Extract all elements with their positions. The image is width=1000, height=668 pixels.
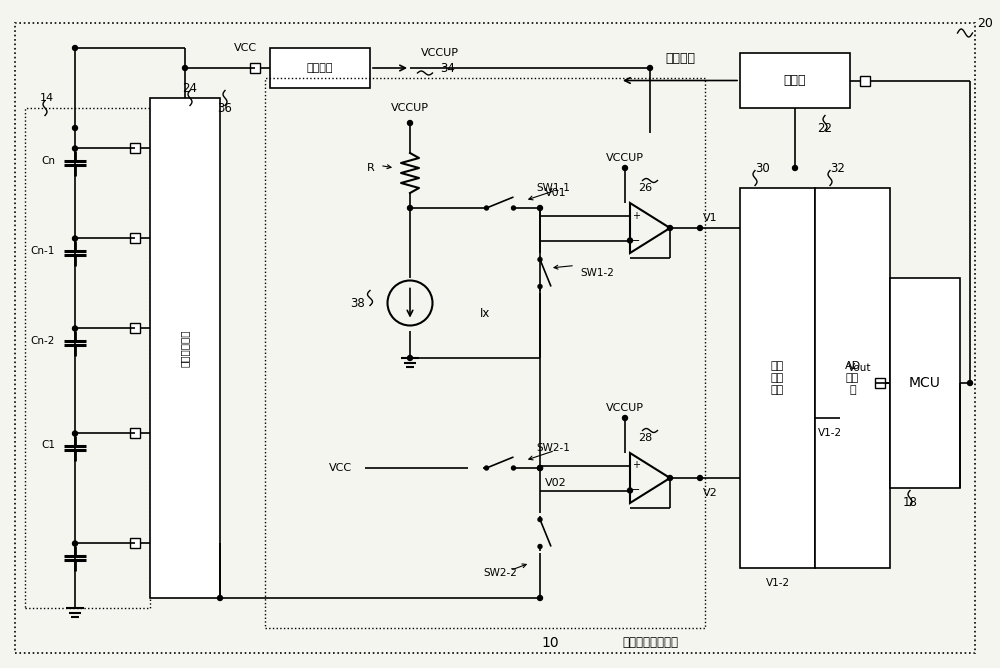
Bar bbox=[150, 98, 220, 598]
Bar bbox=[270, 48, 370, 88]
Circle shape bbox=[72, 45, 78, 51]
Text: 14: 14 bbox=[40, 93, 54, 103]
Text: SW2-2: SW2-2 bbox=[483, 568, 517, 578]
Text: VCCUP: VCCUP bbox=[391, 103, 429, 113]
Text: 30: 30 bbox=[755, 162, 770, 174]
Circle shape bbox=[408, 206, 413, 210]
Text: Vout: Vout bbox=[848, 363, 872, 373]
Circle shape bbox=[218, 595, 222, 601]
Circle shape bbox=[668, 476, 672, 480]
Text: V1-2: V1-2 bbox=[765, 578, 790, 588]
Circle shape bbox=[538, 285, 542, 289]
Circle shape bbox=[72, 431, 78, 436]
Circle shape bbox=[538, 518, 542, 522]
Text: SW1-1: SW1-1 bbox=[536, 183, 570, 193]
Circle shape bbox=[538, 257, 542, 261]
Text: −: − bbox=[631, 236, 641, 246]
Circle shape bbox=[182, 65, 188, 71]
Text: 38: 38 bbox=[350, 297, 365, 309]
Text: 单元选择开关: 单元选择开关 bbox=[180, 329, 190, 367]
Circle shape bbox=[484, 466, 488, 470]
Text: MCU: MCU bbox=[909, 376, 941, 390]
Text: 升压电路: 升压电路 bbox=[307, 63, 333, 73]
Text: 控制信号: 控制信号 bbox=[665, 51, 695, 65]
Circle shape bbox=[622, 166, 628, 170]
Circle shape bbox=[968, 381, 972, 385]
Text: V01: V01 bbox=[545, 188, 567, 198]
Text: 26: 26 bbox=[638, 183, 652, 193]
Text: 24: 24 bbox=[182, 81, 198, 94]
Bar bbox=[890, 278, 960, 488]
Text: SW2-1: SW2-1 bbox=[536, 443, 570, 453]
Bar bbox=[130, 143, 140, 153]
Text: V02: V02 bbox=[545, 478, 567, 488]
Text: +: + bbox=[632, 460, 640, 470]
Text: Cn: Cn bbox=[41, 156, 55, 166]
Text: +: + bbox=[632, 210, 640, 220]
Text: −: − bbox=[631, 486, 641, 496]
Text: VCCUP: VCCUP bbox=[606, 403, 644, 413]
Circle shape bbox=[538, 595, 542, 601]
Text: VCC: VCC bbox=[328, 463, 352, 473]
Text: Cn-2: Cn-2 bbox=[31, 335, 55, 345]
Circle shape bbox=[648, 65, 652, 71]
Text: V2: V2 bbox=[703, 488, 717, 498]
Text: 28: 28 bbox=[638, 433, 652, 443]
Bar bbox=[265, 78, 705, 628]
Text: SW1-2: SW1-2 bbox=[580, 268, 614, 278]
Text: V1: V1 bbox=[703, 213, 717, 223]
Circle shape bbox=[698, 476, 702, 480]
Text: R: R bbox=[367, 163, 375, 173]
Bar bbox=[130, 323, 140, 333]
Circle shape bbox=[408, 120, 413, 126]
Text: 10: 10 bbox=[541, 636, 559, 650]
Text: 36: 36 bbox=[218, 102, 232, 114]
Text: 20: 20 bbox=[977, 17, 993, 29]
Text: VCCUP: VCCUP bbox=[606, 153, 644, 163]
Circle shape bbox=[72, 326, 78, 331]
Bar bbox=[130, 428, 140, 438]
Bar bbox=[875, 378, 885, 388]
Text: 22: 22 bbox=[818, 122, 832, 134]
Text: Ix: Ix bbox=[480, 307, 490, 319]
Bar bbox=[740, 53, 850, 108]
Circle shape bbox=[72, 146, 78, 151]
Text: Cn-1: Cn-1 bbox=[31, 246, 55, 255]
Text: VCC: VCC bbox=[233, 43, 257, 53]
Text: C1: C1 bbox=[41, 440, 55, 450]
Text: V1-2: V1-2 bbox=[818, 428, 842, 438]
Text: 控制部: 控制部 bbox=[784, 74, 806, 87]
Circle shape bbox=[698, 226, 702, 230]
Bar bbox=[815, 188, 890, 568]
Circle shape bbox=[668, 226, 672, 230]
Text: 单元电压测量电路: 单元电压测量电路 bbox=[622, 637, 678, 649]
Bar bbox=[25, 108, 150, 608]
Circle shape bbox=[512, 466, 516, 470]
Circle shape bbox=[72, 126, 78, 130]
Circle shape bbox=[484, 206, 488, 210]
Text: 32: 32 bbox=[830, 162, 845, 174]
Circle shape bbox=[72, 236, 78, 241]
Bar bbox=[130, 233, 140, 243]
Bar bbox=[130, 538, 140, 548]
Circle shape bbox=[538, 206, 542, 210]
Circle shape bbox=[72, 541, 78, 546]
Circle shape bbox=[538, 544, 542, 548]
Bar bbox=[250, 63, 260, 73]
Text: 34: 34 bbox=[440, 61, 455, 75]
Circle shape bbox=[628, 488, 633, 493]
Text: AD
转换
器: AD 转换 器 bbox=[844, 361, 861, 395]
Bar bbox=[860, 75, 870, 86]
Text: 电平
移位
电路: 电平 移位 电路 bbox=[771, 361, 784, 395]
Circle shape bbox=[792, 166, 798, 170]
Circle shape bbox=[628, 238, 633, 243]
Circle shape bbox=[622, 415, 628, 420]
Text: VCCUP: VCCUP bbox=[421, 48, 459, 58]
Circle shape bbox=[538, 466, 542, 470]
Circle shape bbox=[512, 206, 516, 210]
Circle shape bbox=[408, 355, 413, 361]
Circle shape bbox=[538, 466, 542, 470]
Bar bbox=[740, 188, 815, 568]
Text: 18: 18 bbox=[903, 496, 917, 510]
